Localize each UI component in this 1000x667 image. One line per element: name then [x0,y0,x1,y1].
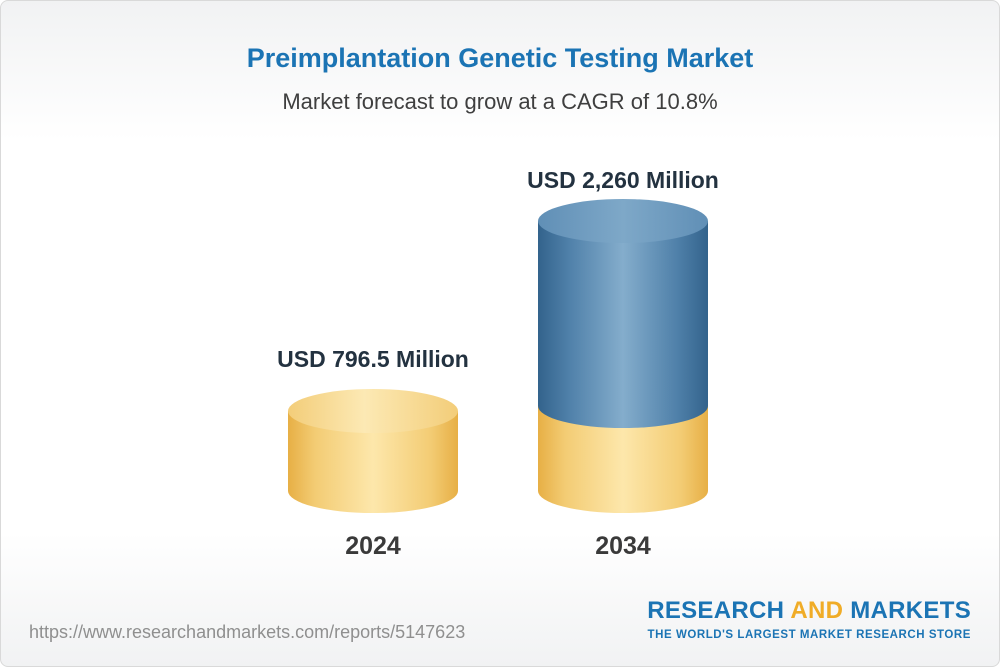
brand-word-markets: MARKETS [850,597,971,624]
x-axis-label-2034: 2034 [595,532,651,560]
page-title: Preimplantation Genetic Testing Market [246,43,754,73]
brand-wordmark: RESEARCH AND MARKETS [647,597,971,625]
bar-2034-cap [538,199,708,243]
bar-value-label-2034: USD 2,260 Million [527,167,719,193]
bar-2034 [538,199,708,513]
x-axis-label-2024: 2024 [345,532,401,560]
bar-value-label-2024: USD 796.5 Million [277,346,469,372]
brand-tagline: THE WORLD'S LARGEST MARKET RESEARCH STOR… [647,629,971,641]
page-subtitle: Market forecast to grow at a CAGR of 10.… [282,89,718,114]
brand-word-and: AND [790,597,844,624]
bar-2024-cap [288,389,458,433]
bar-2034-top-segment [538,221,708,428]
bar-2024 [288,389,458,513]
brand-logo: RESEARCH AND MARKETS THE WORLD'S LARGEST… [647,597,971,641]
report-url[interactable]: https://www.researchandmarkets.com/repor… [29,622,466,642]
brand-word-research: RESEARCH [647,597,785,624]
